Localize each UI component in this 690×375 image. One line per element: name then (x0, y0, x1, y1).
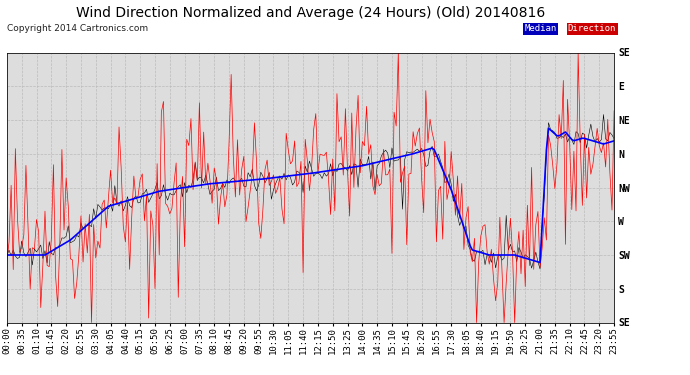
Text: Wind Direction Normalized and Average (24 Hours) (Old) 20140816: Wind Direction Normalized and Average (2… (76, 6, 545, 20)
Text: Median: Median (524, 24, 557, 33)
Text: Direction: Direction (568, 24, 616, 33)
Text: Copyright 2014 Cartronics.com: Copyright 2014 Cartronics.com (7, 24, 148, 33)
